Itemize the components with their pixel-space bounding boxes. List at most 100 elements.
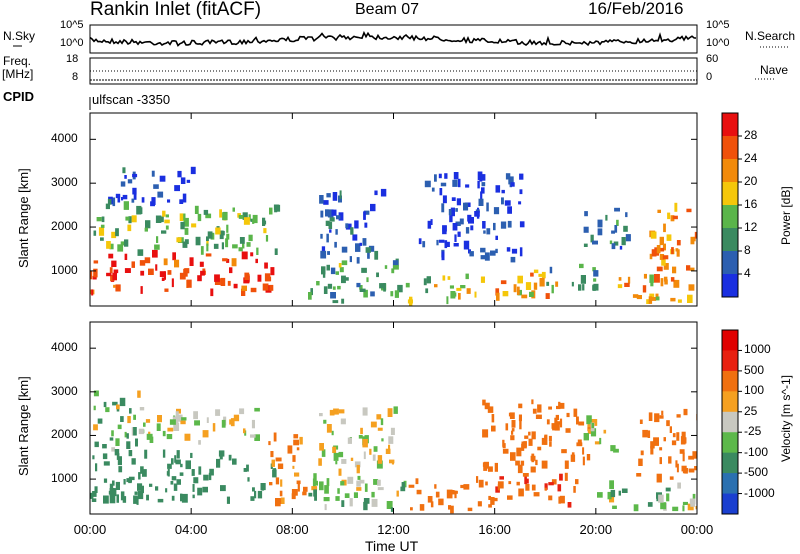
colorbar-tick-label: -500 xyxy=(744,465,769,480)
data-cell xyxy=(373,479,379,485)
colorbar-tick-label: 8 xyxy=(744,243,751,257)
data-cell xyxy=(113,284,116,288)
data-cell xyxy=(250,218,253,222)
data-cell xyxy=(621,237,626,246)
colorbar-tick-label: 25 xyxy=(744,403,758,418)
data-cell xyxy=(649,253,653,260)
data-cell xyxy=(205,213,212,219)
data-cell xyxy=(319,443,324,451)
data-cell xyxy=(108,253,114,259)
data-cell xyxy=(131,198,135,203)
data-cell xyxy=(352,234,358,241)
power-panel xyxy=(89,112,698,307)
data-cell xyxy=(167,199,171,203)
data-cell xyxy=(105,407,110,413)
data-cell xyxy=(270,451,274,458)
x-tick-label: 20:00 xyxy=(579,522,613,537)
data-cell xyxy=(676,463,679,473)
data-cell xyxy=(93,268,98,278)
data-cell xyxy=(119,397,126,407)
data-cell xyxy=(331,430,334,436)
velocity-colorbar xyxy=(721,329,742,515)
data-cell xyxy=(229,267,233,274)
data-cell xyxy=(215,409,221,416)
data-cell xyxy=(502,448,509,454)
data-cell xyxy=(252,487,255,492)
data-cell xyxy=(482,429,489,438)
power-colorbar xyxy=(721,112,742,298)
data-cell xyxy=(434,174,437,182)
data-cell xyxy=(120,491,125,501)
data-cell xyxy=(133,427,137,436)
data-cell xyxy=(359,288,366,292)
data-cell xyxy=(323,419,327,424)
data-cell xyxy=(480,276,485,283)
data-cell xyxy=(262,283,269,291)
data-cell xyxy=(140,485,144,494)
data-cell xyxy=(682,452,685,462)
data-cell xyxy=(650,441,655,449)
data-cell xyxy=(450,207,455,217)
data-cell xyxy=(441,251,445,261)
data-cell xyxy=(251,419,255,429)
data-cell xyxy=(590,428,597,437)
data-cell xyxy=(178,414,183,422)
data-cell xyxy=(176,479,181,485)
data-cell xyxy=(447,241,450,247)
data-cell xyxy=(330,267,336,275)
data-cell xyxy=(254,490,257,499)
data-cell xyxy=(466,288,471,294)
data-cell xyxy=(308,492,313,497)
data-cell xyxy=(194,205,199,214)
data-cell xyxy=(181,493,188,503)
data-cell xyxy=(318,458,322,466)
data-cell xyxy=(587,423,591,428)
data-cell xyxy=(128,478,132,484)
data-cell xyxy=(138,428,144,435)
data-cell xyxy=(516,481,520,486)
colorbar-segment xyxy=(722,274,738,298)
data-cell xyxy=(239,237,245,244)
data-cell xyxy=(279,490,283,497)
data-cell xyxy=(656,266,663,272)
data-cell xyxy=(360,427,363,435)
data-cell xyxy=(356,464,360,474)
data-cell xyxy=(525,282,532,290)
data-cell xyxy=(446,489,453,499)
data-cell xyxy=(654,274,660,283)
data-cell xyxy=(493,222,496,231)
data-cell xyxy=(390,507,394,512)
y-axis-label: Slant Range [km] xyxy=(16,167,31,268)
data-cell xyxy=(198,466,202,475)
data-cell xyxy=(582,447,585,455)
data-cell xyxy=(148,431,151,436)
data-cell xyxy=(233,414,240,422)
nsearch-label: N.Search xyxy=(745,29,796,43)
data-cell xyxy=(271,459,275,467)
data-cell xyxy=(250,434,256,438)
data-cell xyxy=(456,198,461,206)
data-cell xyxy=(200,246,204,255)
data-cell xyxy=(159,175,166,182)
data-cell xyxy=(499,476,504,480)
data-cell xyxy=(332,300,339,304)
data-cell xyxy=(164,219,170,224)
data-cell xyxy=(665,487,671,492)
data-cell xyxy=(191,223,197,228)
data-cell xyxy=(460,484,466,489)
data-cell xyxy=(511,248,518,254)
data-cell xyxy=(431,187,435,192)
data-cell xyxy=(116,404,120,410)
data-cell xyxy=(396,490,399,497)
data-cell xyxy=(405,282,410,288)
data-cell xyxy=(210,288,214,297)
data-cell xyxy=(122,194,128,200)
data-cell xyxy=(618,490,621,496)
data-cell xyxy=(112,480,115,486)
data-cell xyxy=(583,243,588,247)
data-cell xyxy=(638,458,643,466)
data-cell xyxy=(593,270,599,277)
data-cell xyxy=(314,492,317,501)
data-cell xyxy=(312,478,316,487)
data-cell xyxy=(263,220,267,225)
